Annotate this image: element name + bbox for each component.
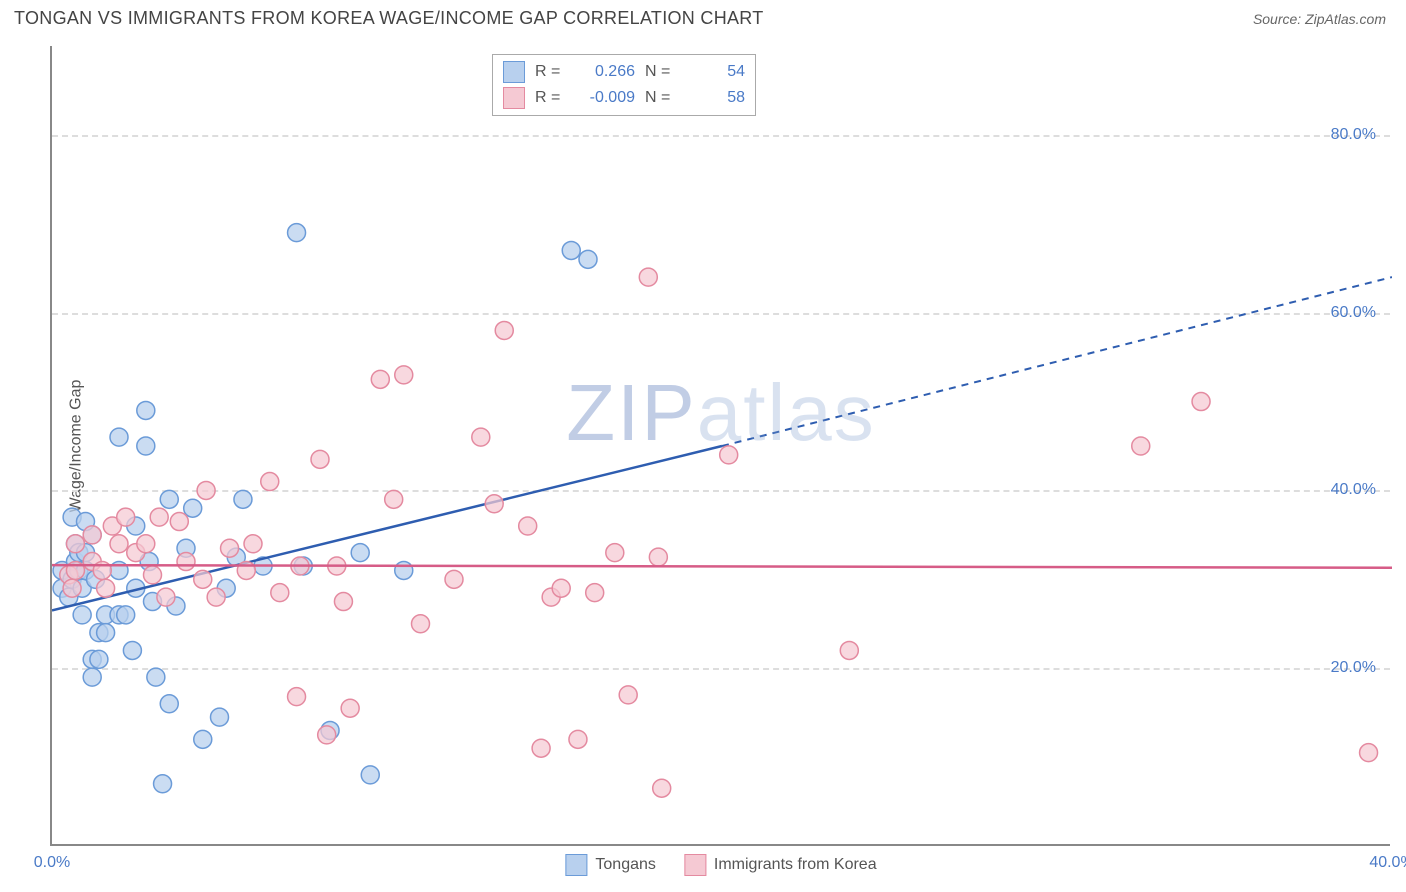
r-label: R =: [535, 89, 565, 107]
series-legend: Tongans Immigrants from Korea: [565, 854, 876, 876]
n-label: N =: [645, 89, 675, 107]
swatch-korea-icon: [684, 854, 706, 876]
scatter-plot-svg: [52, 46, 1392, 846]
correlation-legend: R = 0.266 N = 54 R = -0.009 N = 58: [492, 54, 756, 116]
swatch-tongans-icon: [565, 854, 587, 876]
n-value-tongans: 54: [685, 63, 745, 81]
plot-area: R = 0.266 N = 54 R = -0.009 N = 58 ZIPat…: [50, 46, 1390, 846]
legend-label-tongans: Tongans: [595, 856, 656, 874]
chart-header: TONGAN VS IMMIGRANTS FROM KOREA WAGE/INC…: [0, 0, 1406, 37]
legend-item-tongans: Tongans: [565, 854, 656, 876]
n-label: N =: [645, 63, 675, 81]
chart-container: Wage/Income Gap R = 0.266 N = 54 R = -0.…: [50, 46, 1390, 846]
legend-label-korea: Immigrants from Korea: [714, 856, 877, 874]
x-tick-label: 40.0%: [1369, 854, 1406, 872]
legend-row-tongans: R = 0.266 N = 54: [503, 59, 745, 85]
r-value-tongans: 0.266: [575, 63, 635, 81]
r-value-korea: -0.009: [575, 89, 635, 107]
r-label: R =: [535, 63, 565, 81]
legend-row-korea: R = -0.009 N = 58: [503, 85, 745, 111]
chart-title: TONGAN VS IMMIGRANTS FROM KOREA WAGE/INC…: [14, 8, 764, 29]
n-value-korea: 58: [685, 89, 745, 107]
swatch-korea-icon: [503, 87, 525, 109]
x-tick-label: 0.0%: [34, 854, 70, 872]
legend-item-korea: Immigrants from Korea: [684, 854, 877, 876]
swatch-tongans-icon: [503, 61, 525, 83]
chart-source: Source: ZipAtlas.com: [1253, 11, 1386, 27]
